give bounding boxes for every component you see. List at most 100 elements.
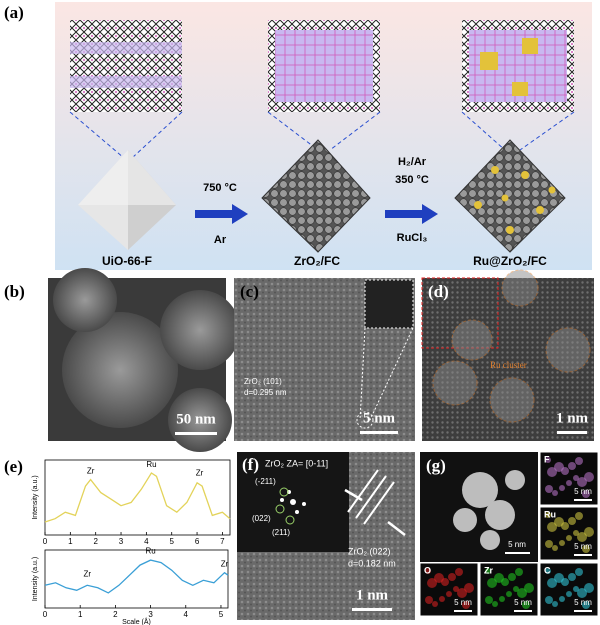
panel-b: (b) 50 nm: [4, 268, 240, 452]
eds-signal: [522, 601, 530, 609]
scale-bar: [505, 552, 530, 554]
eds-signal: [524, 583, 534, 593]
particle: [160, 290, 240, 370]
peak-label: Ru: [146, 460, 156, 469]
eds-signal: [425, 596, 433, 604]
eds-signal: [573, 475, 579, 481]
panel-c: (c) ZrO₂ (101) d=0.295 nm 5 nm: [234, 278, 415, 441]
x-tick-label: 3: [148, 610, 153, 619]
particle: [168, 388, 232, 452]
panel-label: (a): [4, 3, 24, 22]
eds-signal: [582, 545, 590, 553]
zoom-line: [267, 111, 381, 151]
eds-signal: [434, 573, 444, 583]
ru-cluster: [522, 38, 538, 54]
eds-signal: [499, 596, 505, 602]
eds-signal: [494, 573, 504, 583]
annotation: Ru cluster: [490, 360, 527, 370]
eds-signal: [462, 601, 470, 609]
plot-frame: [44, 549, 229, 609]
scale-label: 5 nm: [574, 598, 592, 607]
eds-signal: [545, 457, 551, 463]
eds-signal: [575, 457, 583, 465]
eds-signal: [446, 591, 452, 597]
eds-signal: [573, 586, 579, 592]
x-tick-label: 4: [184, 610, 189, 619]
eds-signal: [566, 591, 572, 597]
peak-label: Zr: [83, 569, 91, 578]
x-tick-label: 5: [219, 610, 224, 619]
y-axis-label: Intensity (a.u.): [32, 475, 39, 519]
eds-signal: [568, 517, 576, 525]
eds-signal: [547, 578, 557, 588]
clusters: [432, 269, 591, 423]
spot-label: (-211): [255, 477, 276, 486]
element-label: F: [544, 454, 550, 464]
eds-signal: [455, 568, 463, 576]
eds-signal: [568, 573, 576, 581]
condition: 750 °C: [203, 182, 237, 194]
eds-signal: [559, 540, 565, 546]
x-axis-label: Scale (Å): [122, 617, 151, 625]
plane-label: ZrO₂ (022): [348, 546, 391, 556]
panel-label: (e): [4, 457, 23, 476]
element-label: Ru: [544, 509, 556, 519]
zoom-line: [359, 327, 414, 421]
lattice-uio: [70, 20, 182, 112]
particle: [53, 268, 117, 332]
scale-bar: [175, 432, 217, 435]
eds-signal: [584, 527, 594, 537]
spacing-label: d=0.295 nm: [244, 388, 287, 397]
eds-signal: [545, 485, 553, 493]
scale-label: 5 nm: [574, 487, 592, 496]
eds-signal: [506, 591, 512, 597]
scale-bar: [352, 608, 392, 611]
octahedron-ru: [454, 139, 566, 253]
particle: [62, 312, 178, 428]
arrow: [385, 204, 438, 224]
eds-signal: [492, 601, 498, 607]
scale-label: 5 nm: [363, 410, 396, 426]
peak-label: Zr: [221, 559, 229, 568]
scale-bar: [557, 431, 587, 434]
eds-signal: [432, 601, 438, 607]
plot-frame: [44, 459, 231, 536]
condition: H₂/Ar: [398, 156, 427, 168]
eds-signal: [582, 601, 590, 609]
x-tick-label: 3: [119, 537, 124, 546]
x-tick-label: 1: [68, 537, 73, 546]
eds-signal: [566, 480, 572, 486]
lattice-band: [70, 42, 182, 54]
eds-signal: [547, 467, 557, 477]
lattice-band: [70, 76, 182, 88]
scale-label: 50 nm: [176, 411, 216, 427]
eds-signal: [577, 532, 587, 542]
eds-signal: [577, 477, 587, 487]
peak-label: Zr: [196, 469, 204, 478]
eds-signal: [552, 601, 558, 607]
eds-signal: [485, 596, 493, 604]
eds-signal: [457, 588, 467, 598]
x-tick-label: 6: [195, 537, 200, 546]
eds-signal: [545, 596, 553, 604]
material-label: ZrO₂/FC: [294, 254, 340, 268]
eds-signal: [427, 578, 437, 588]
panel-a: (a) 750 °C Ar H₂/Ar 350 °C RuCl₃ UiO-66-…: [4, 2, 592, 270]
scale-label: 5 nm: [514, 598, 532, 607]
x-tick-label: 0: [43, 537, 48, 546]
panel-label: (f): [242, 455, 259, 474]
eds-signal: [545, 540, 553, 548]
lattice-lines: [347, 469, 395, 525]
arrow: [195, 204, 248, 224]
eds-signal: [552, 490, 558, 496]
octahedron-face: [78, 150, 176, 205]
condition: RuCl₃: [397, 232, 428, 244]
spot-label: (022): [252, 514, 271, 523]
zoom-circle: [356, 411, 374, 429]
element-label: O: [424, 565, 431, 575]
condition: 350 °C: [395, 174, 429, 186]
inset: [364, 279, 414, 329]
eds-signal: [545, 568, 551, 574]
eds-signal: [582, 490, 590, 498]
